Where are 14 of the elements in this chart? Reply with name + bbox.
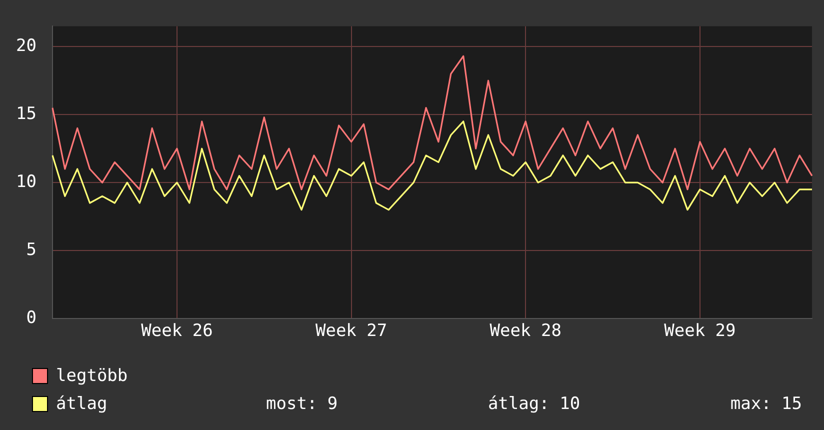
legend-label: átlag bbox=[56, 394, 108, 414]
text: max: 15 bbox=[729, 394, 802, 414]
x-tick-label: Week 27 bbox=[315, 321, 388, 342]
y-tick-label: 20 bbox=[16, 36, 36, 56]
y-tick-label: 10 bbox=[16, 172, 36, 192]
x-tick-label: Week 28 bbox=[490, 321, 562, 342]
legend-label: legtöbb bbox=[56, 366, 129, 386]
y-tick-label: 15 bbox=[16, 104, 36, 124]
x-tick-label: Week 29 bbox=[664, 321, 736, 342]
x-tick-label: Week 26 bbox=[141, 321, 213, 342]
y-tick-label: 5 bbox=[26, 240, 36, 260]
text: átlag: 10 bbox=[486, 394, 582, 414]
text: most: 9 bbox=[265, 394, 339, 414]
y-tick-label: 0 bbox=[26, 308, 36, 328]
